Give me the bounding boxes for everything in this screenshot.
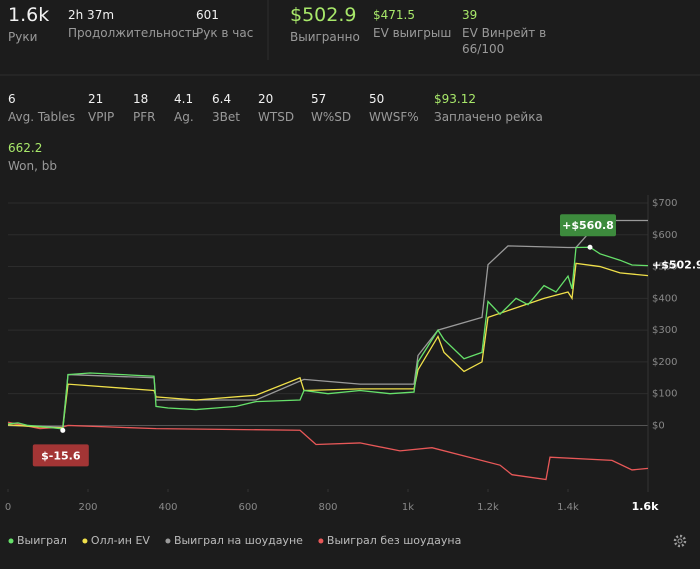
stat-label: WTSD <box>258 110 295 124</box>
stat-value: 601 <box>196 8 219 22</box>
annotation-box <box>560 214 616 237</box>
y-tick-label: $700 <box>652 198 677 209</box>
stat-label: Продолжительность <box>68 26 199 40</box>
y-tick-label: $400 <box>652 293 677 304</box>
point-marker <box>587 244 593 250</box>
stat-value: 39 <box>462 8 478 22</box>
stat: 57 W%SD <box>311 92 351 125</box>
stat: $471.5 EV выигрыш <box>373 8 451 41</box>
stat: 6.4 3Bet <box>212 92 240 125</box>
annotation-box <box>32 444 89 467</box>
stat-label: EV выигрыш <box>373 26 452 40</box>
series-line <box>7 262 649 429</box>
stat-value: 50 <box>369 92 385 106</box>
x-tick-label: 800 <box>318 502 337 513</box>
stat: 39 EV Винрейт в 66/100 <box>462 8 562 57</box>
stat: $502.9 Выигранно <box>290 4 360 45</box>
stat-label: EV Винрейт в 66/100 <box>462 26 547 56</box>
stat: 6 Avg. Tables <box>8 92 75 125</box>
y-tick-label: $300 <box>652 325 677 336</box>
x-tick-label: 1k <box>402 502 414 513</box>
legend-label: Выиграл <box>17 534 67 547</box>
stat: 1.6k Руки <box>8 4 49 45</box>
stat: 2h 37m Продолжительность <box>68 8 199 41</box>
x-tick-label: 400 <box>158 502 177 513</box>
stat-value: 662.2 <box>8 141 43 155</box>
x-tick-label: 1.2k <box>477 502 499 513</box>
legend-dot <box>8 538 14 544</box>
annotation-label: +$560.8 <box>562 219 614 232</box>
x-tick-label: 1.4k <box>557 502 579 513</box>
stat: 662.2 Won, bb <box>8 141 57 174</box>
y-tick-label: $600 <box>652 230 677 241</box>
stat: 21 VPIP <box>88 92 114 125</box>
settings-icon[interactable] <box>673 534 687 548</box>
stat-value: 18 <box>133 92 149 106</box>
y-tick-label: $200 <box>652 357 677 368</box>
legend-dot <box>165 538 171 544</box>
stat-value: $93.12 <box>434 92 476 106</box>
stat: 20 WTSD <box>258 92 294 125</box>
stat-value: $502.9 <box>290 4 357 26</box>
stat-value: 21 <box>88 92 104 106</box>
y-tick-label: $100 <box>652 389 677 400</box>
stat-label: Руки <box>8 30 38 44</box>
stat-label: PFR <box>133 110 156 124</box>
stat-label: Avg. Tables <box>8 110 76 124</box>
stat-value: 4.1 <box>174 92 194 106</box>
x-tick-label: 1.6k <box>632 500 659 513</box>
stat-value: 6.4 <box>212 92 232 106</box>
stat-label: Заплачено рейка <box>434 110 543 124</box>
stat-value: 1.6k <box>8 4 50 26</box>
legend-dot <box>82 538 88 544</box>
series-line <box>7 246 649 432</box>
stat-label: W%SD <box>311 110 352 124</box>
x-tick-label: 0 <box>5 502 11 513</box>
series-line <box>7 219 648 428</box>
legend-dot <box>318 538 324 544</box>
series-line <box>7 421 649 481</box>
last-value-label: +$502.9 <box>652 259 700 272</box>
stat-value: 2h 37m <box>68 8 115 22</box>
stat-label: VPIP <box>88 110 115 124</box>
stat-label: Рук в час <box>196 26 254 40</box>
stat-label: WWSF% <box>369 110 419 124</box>
stat: 4.1 Ag. <box>174 92 194 125</box>
stat-label: Won, bb <box>8 159 57 173</box>
legend-label: Выиграл на шоудауне <box>174 534 303 547</box>
x-tick-label: 200 <box>78 502 97 513</box>
stat-value: $471.5 <box>373 8 415 22</box>
stat-label: Выигранно <box>290 30 360 44</box>
stat-value: 57 <box>311 92 327 106</box>
stat: 601 Рук в час <box>196 8 253 41</box>
point-marker <box>60 427 66 433</box>
y-tick-label: $0 <box>652 420 665 431</box>
y-tick-label: $500 <box>652 262 677 273</box>
stat: 18 PFR <box>133 92 155 125</box>
stat-value: 20 <box>258 92 274 106</box>
stat-label: Ag. <box>174 110 194 124</box>
stat: $93.12 Заплачено рейка <box>434 92 543 125</box>
stat-value: 6 <box>8 92 16 106</box>
legend-label: Выиграл без шоудауна <box>327 534 461 547</box>
annotation-label: $-15.6 <box>41 449 81 462</box>
stat: 50 WWSF% <box>369 92 419 125</box>
stat-label: 3Bet <box>212 110 240 124</box>
x-tick-label: 600 <box>238 502 257 513</box>
legend-label: Олл-ин EV <box>91 534 150 547</box>
